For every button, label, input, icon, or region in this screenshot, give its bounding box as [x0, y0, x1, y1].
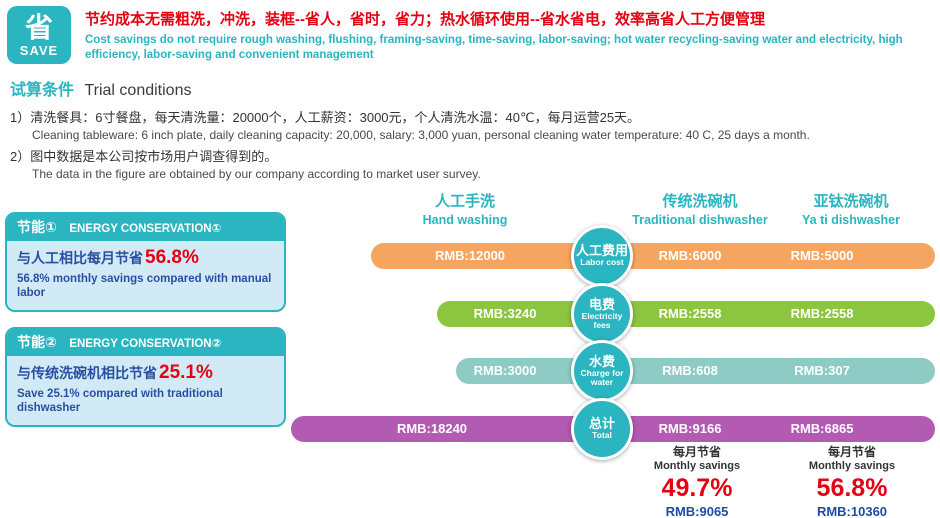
monthly-savings-yati-cn: 每月节省: [827, 445, 876, 459]
monthly-savings-yati-amount: RMB:10360: [816, 504, 888, 518]
bar-value-water-traditional: RMB:608: [662, 363, 718, 378]
column-header-yati-dishwasher: 亚钛洗碗机 Ya ti dishwasher: [762, 190, 940, 227]
column-header-traditional-dishwasher: 传统洗碗机 Traditional dishwasher: [600, 190, 800, 227]
trial-conditions-title-cn: 试算条件: [10, 82, 75, 99]
bar-value-electricity-yati: RMB:2558: [790, 306, 854, 321]
row-circle-electricity-fees-en: Electricity fees: [581, 310, 623, 331]
energy-card-1-statement-en: 56.8% monthly savings compared with manu…: [17, 273, 272, 300]
column-header-traditional-dishwasher-en: Traditional dishwasher: [632, 213, 768, 227]
energy-conservation-card-1: 节能① ENERGY CONSERVATION① 与人工相比每月节省 56.8% …: [5, 212, 286, 312]
row-circle-total-en: Total: [592, 430, 612, 441]
energy-conservation-card-2: 节能② ENERGY CONSERVATION② 与传统洗碗机相比节省 25.1%…: [5, 327, 286, 427]
trial-conditions-title: 试算条件 Trial conditions: [10, 76, 930, 100]
bar-electricity-fees: [437, 301, 935, 327]
row-circle-water-charge-cn: 水费: [588, 353, 615, 369]
bar-value-labor-hand: RMB:12000: [434, 248, 506, 263]
trial-conditions-title-en: Trial conditions: [84, 82, 192, 99]
bar-value-electricity-traditional: RMB:2558: [658, 306, 722, 321]
column-header-yati-dishwasher-en: Ya ti dishwasher: [802, 213, 900, 227]
energy-card-2-value: 25.1%: [159, 362, 213, 383]
save-badge-label: SAVE: [19, 42, 59, 58]
row-circle-electricity-fees: 电费 Electricity fees: [571, 283, 633, 345]
bar-labor-cost: [371, 243, 935, 269]
energy-card-2-header-en: ENERGY CONSERVATION②: [69, 338, 222, 350]
column-header-hand-washing-cn: 人工手洗: [434, 193, 495, 210]
monthly-savings-yati: 每月节省 Monthly savings 56.8% RMB:10360: [772, 443, 932, 518]
bar-value-total-traditional: RMB:9166: [658, 421, 722, 436]
energy-card-2-statement: 与传统洗碗机相比节省 25.1%: [17, 362, 274, 384]
trial-conditions-section: 试算条件 Trial conditions 1）清洗餐具：6寸餐盘，每天清洗量：…: [10, 76, 930, 181]
save-badge: 省 SAVE: [7, 6, 71, 64]
condition-item-1-cn: 1）清洗餐具：6寸餐盘，每天清洗量：20000个，人工薪资：3000元，个人清洗…: [10, 110, 641, 125]
bar-value-labor-traditional: RMB:6000: [658, 248, 722, 263]
header-title-cn: 节约成本无需粗洗，冲洗，装框--省人，省时，省力；热水循环使用--省水省电，效率…: [85, 11, 765, 28]
energy-card-2-body: 与传统洗碗机相比节省 25.1% Save 25.1% compared with…: [7, 356, 284, 425]
row-circle-electricity-fees-cn: 电费: [588, 296, 615, 312]
bar-value-labor-yati: RMB:5000: [790, 248, 854, 263]
monthly-savings-traditional-cn: 每月节省: [672, 445, 721, 459]
monthly-savings-traditional-amount: RMB:9065: [665, 504, 729, 518]
column-header-traditional-dishwasher-cn: 传统洗碗机: [662, 193, 738, 210]
bar-water-charge: [456, 358, 935, 384]
bar-value-water-yati: RMB:307: [794, 363, 850, 378]
row-circle-labor-cost: 人工费用 Labor cost: [571, 225, 633, 287]
column-header-hand-washing-en: Hand washing: [422, 213, 508, 227]
column-header-hand-washing: 人工手洗 Hand washing: [365, 190, 565, 227]
energy-card-1-header-en: ENERGY CONSERVATION①: [69, 223, 222, 235]
energy-card-1-header-cn: 节能①: [17, 219, 57, 235]
monthly-savings-yati-percent: 56.8%: [816, 474, 888, 502]
energy-card-2-header-cn: 节能②: [17, 334, 57, 350]
bar-value-total-hand: RMB:18240: [396, 421, 468, 436]
row-circle-total-cn: 总计: [588, 416, 615, 432]
row-circle-labor-cost-en: Labor cost: [580, 257, 624, 268]
monthly-savings-traditional-en: Monthly savings: [653, 460, 741, 472]
energy-card-1-statement: 与人工相比每月节省 56.8%: [17, 247, 274, 269]
condition-item-1-en: Cleaning tableware: 6 inch plate, daily …: [32, 128, 810, 142]
energy-card-2-statement-en: Save 25.1% compared with traditional dis…: [17, 388, 223, 415]
energy-card-1-body: 与人工相比每月节省 56.8% 56.8% monthly savings com…: [7, 241, 284, 310]
monthly-savings-traditional-percent: 49.7%: [661, 474, 733, 502]
row-circle-water-charge: 水费 Charge for water: [571, 340, 633, 402]
bar-value-total-yati: RMB:6865: [790, 421, 854, 436]
energy-card-1-statement-cn: 与人工相比每月节省: [17, 250, 143, 266]
column-header-yati-dishwasher-cn: 亚钛洗碗机: [813, 193, 889, 210]
row-circle-total: 总计 Total: [571, 398, 633, 460]
bar-value-electricity-hand: RMB:3240: [473, 306, 537, 321]
row-circle-water-charge-en: Charge for water: [580, 367, 624, 388]
energy-card-2-statement-cn: 与传统洗碗机相比节省: [17, 365, 157, 381]
save-badge-character: 省: [24, 11, 53, 43]
energy-card-1-value: 56.8%: [145, 247, 199, 268]
row-circle-labor-cost-cn: 人工费用: [575, 243, 628, 259]
header-banner: 省 SAVE 节约成本无需粗洗，冲洗，装框--省人，省时，省力；热水循环使用--…: [7, 6, 933, 64]
condition-item-2-en: The data in the figure are obtained by o…: [32, 167, 481, 181]
bar-value-water-hand: RMB:3000: [473, 363, 537, 378]
monthly-savings-traditional: 每月节省 Monthly savings 49.7% RMB:9065: [617, 443, 777, 518]
header-text: 节约成本无需粗洗，冲洗，装框--省人，省时，省力；热水循环使用--省水省电，效率…: [85, 6, 933, 63]
header-title-en: Cost savings do not require rough washin…: [85, 34, 903, 61]
energy-card-1-header: 节能① ENERGY CONSERVATION①: [7, 214, 284, 241]
energy-card-2-header: 节能② ENERGY CONSERVATION②: [7, 329, 284, 356]
condition-item-2-cn: 2）图中数据是本公司按市场用户调查得到的。: [10, 149, 278, 164]
monthly-savings-yati-en: Monthly savings: [808, 460, 896, 472]
